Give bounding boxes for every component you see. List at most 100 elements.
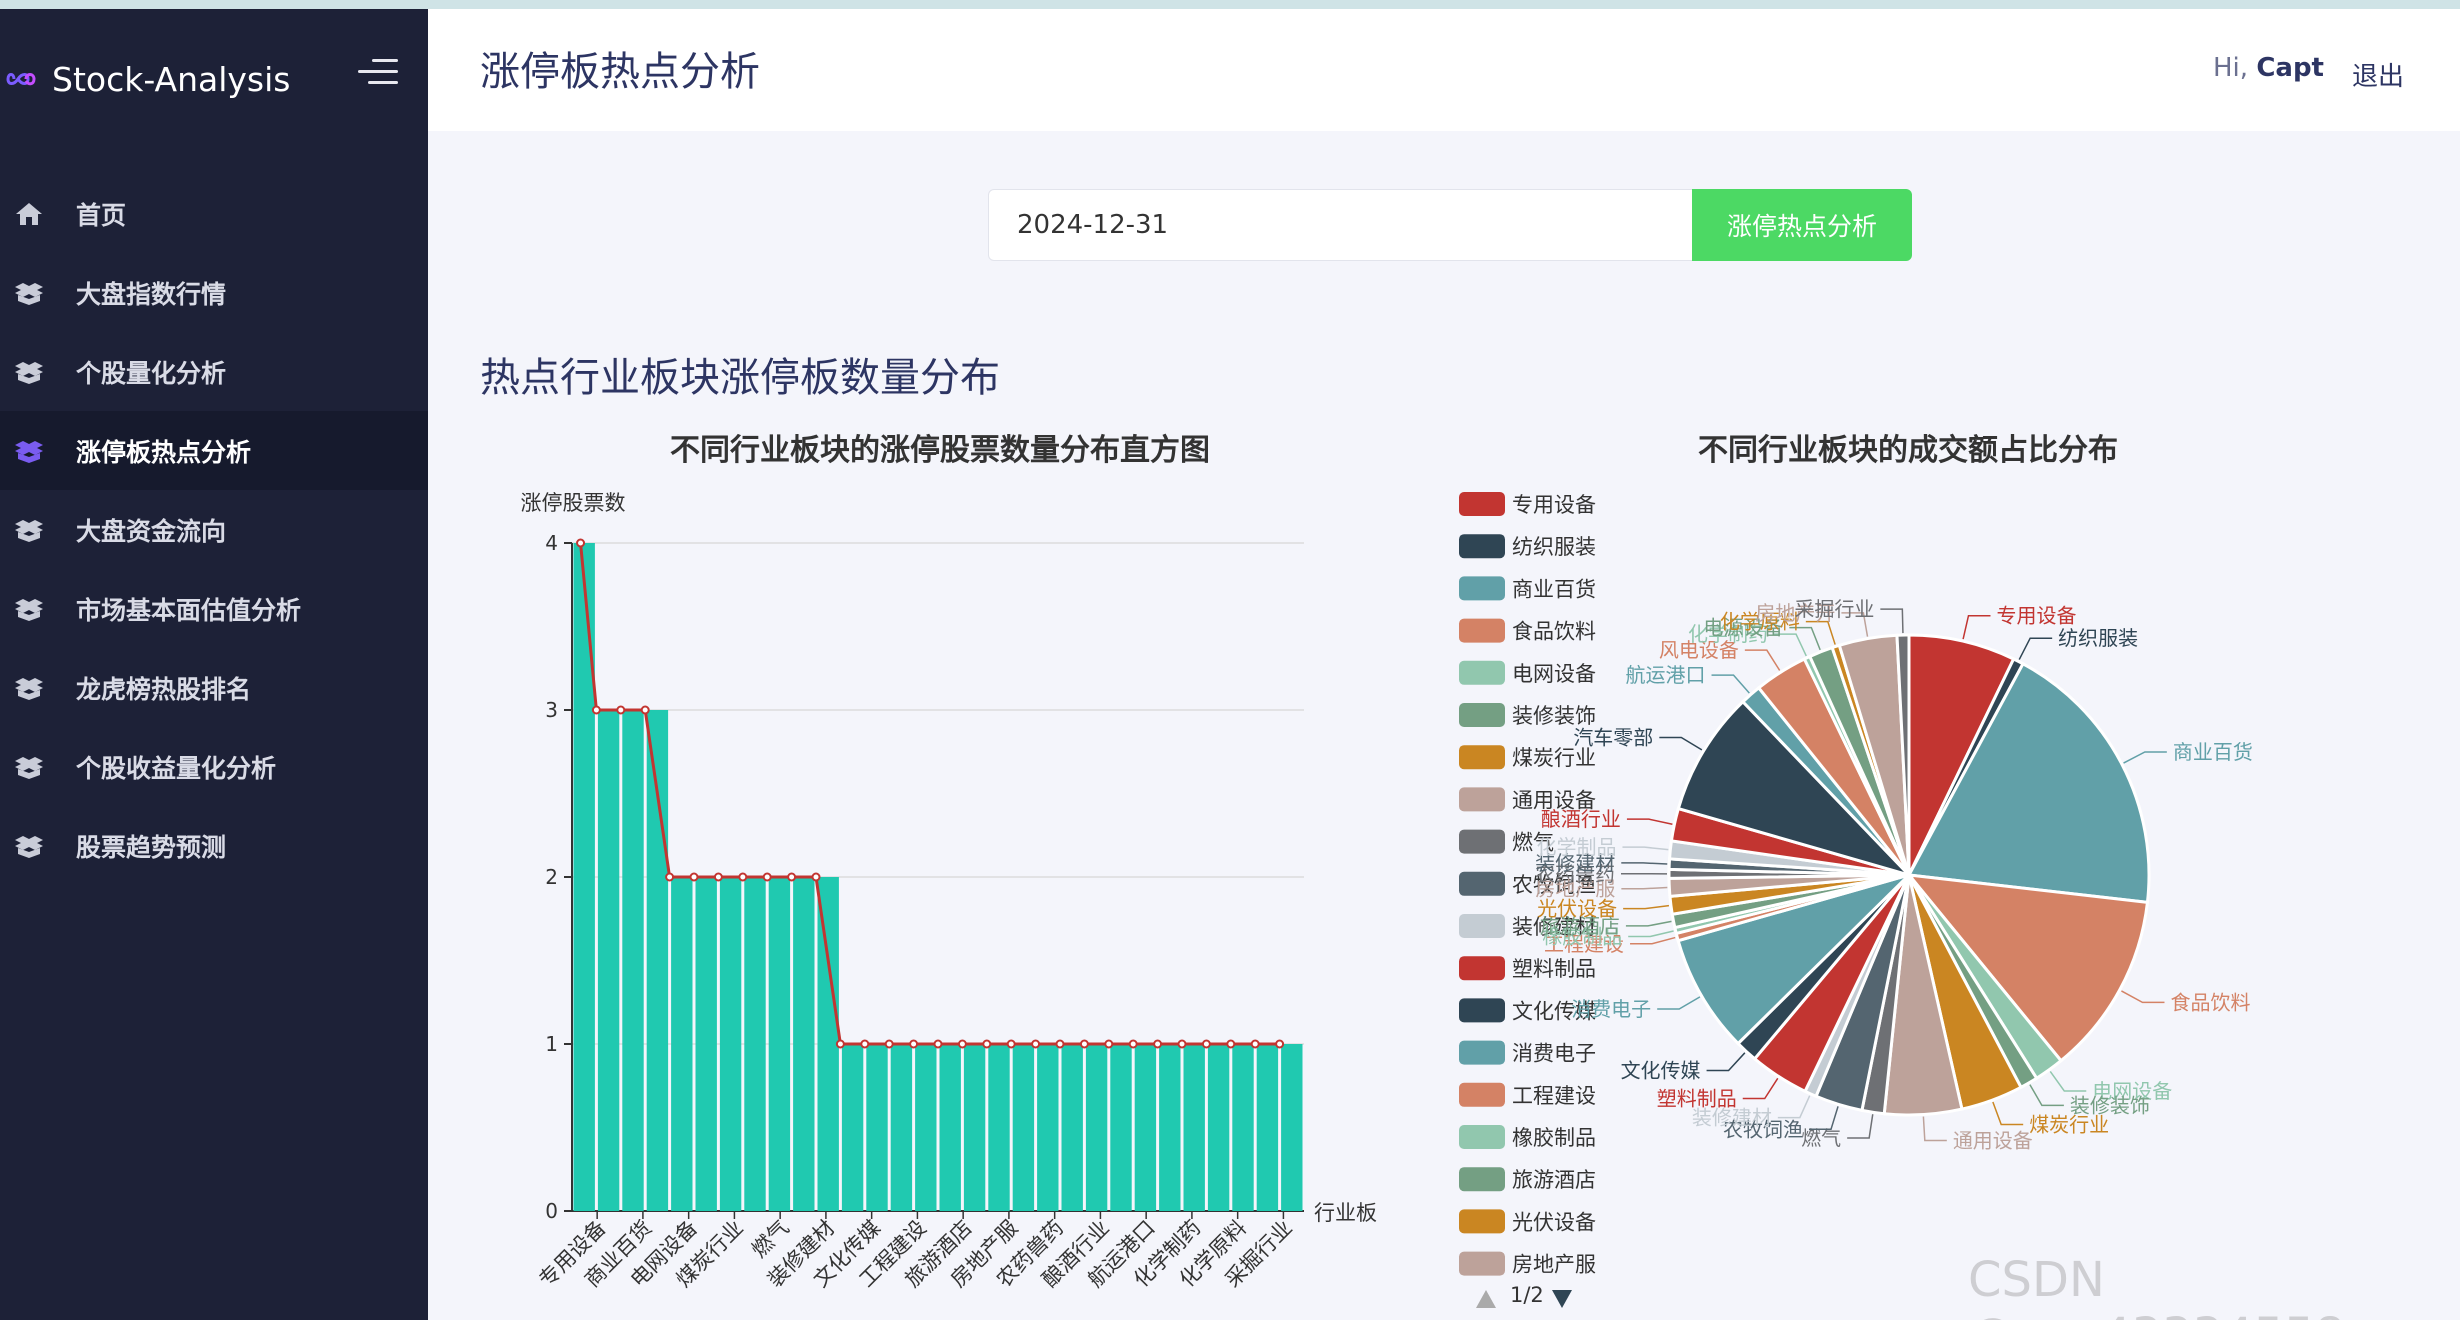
bar[interactable]	[866, 1044, 888, 1211]
legend-label[interactable]: 电网设备	[1512, 662, 1596, 686]
trend-point[interactable]	[738, 872, 748, 882]
legend-label[interactable]: 食品饮料	[1512, 620, 1596, 644]
trend-point[interactable]	[576, 538, 586, 548]
brand[interactable]: Stock-Analysis	[6, 51, 290, 107]
trend-point[interactable]	[713, 872, 723, 882]
trend-point[interactable]	[909, 1039, 919, 1049]
legend-swatch[interactable]	[1459, 956, 1505, 981]
trend-point[interactable]	[591, 705, 601, 715]
bar[interactable]	[1085, 1044, 1108, 1211]
legend-label[interactable]: 光伏设备	[1512, 1210, 1596, 1234]
logout-link[interactable]: 退出	[2352, 62, 2405, 92]
bar[interactable]	[695, 877, 717, 1211]
pie-slice[interactable]	[1906, 661, 2151, 905]
legend-swatch[interactable]	[1459, 998, 1505, 1023]
analyze-button[interactable]: 涨停热点分析	[1692, 189, 1912, 261]
bar[interactable]	[1134, 1044, 1157, 1211]
sidebar-item-0[interactable]: 首页	[0, 174, 428, 253]
trend-point[interactable]	[762, 872, 772, 882]
trend-point[interactable]	[665, 872, 675, 882]
trend-point[interactable]	[1177, 1039, 1187, 1049]
legend-label[interactable]: 工程建设	[1512, 1084, 1596, 1108]
legend-swatch[interactable]	[1459, 871, 1505, 896]
trend-point[interactable]	[616, 705, 626, 715]
legend-swatch[interactable]	[1459, 1125, 1505, 1149]
legend-swatch[interactable]	[1459, 1040, 1505, 1065]
pie-slice[interactable]	[1895, 633, 1911, 876]
legend-label[interactable]: 通用设备	[1512, 788, 1596, 812]
legend-swatch[interactable]	[1459, 1082, 1505, 1107]
bar[interactable]	[719, 877, 742, 1211]
legend-label[interactable]: 文化传媒	[1512, 999, 1596, 1023]
legend-swatch[interactable]	[1459, 660, 1505, 685]
legend-swatch[interactable]	[1459, 703, 1505, 727]
legend-label[interactable]: 塑料制品	[1512, 957, 1596, 981]
trend-point[interactable]	[1250, 1039, 1260, 1049]
legend-label[interactable]: 煤炭行业	[1512, 746, 1596, 770]
bar[interactable]	[622, 710, 644, 1211]
legend-label[interactable]: 农牧饲渔	[1512, 873, 1596, 897]
bar[interactable]	[817, 877, 839, 1211]
sidebar-item-7[interactable]: 个股收益量化分析	[0, 727, 428, 806]
legend-label[interactable]: 纺织服装	[1512, 535, 1596, 559]
legend-label[interactable]: 燃气	[1512, 831, 1554, 855]
bar[interactable]	[768, 877, 791, 1211]
legend-swatch[interactable]	[1459, 1209, 1505, 1234]
bar[interactable]	[915, 1044, 937, 1211]
bar[interactable]	[793, 877, 815, 1211]
bar[interactable]	[1012, 1044, 1035, 1211]
legend-swatch[interactable]	[1459, 914, 1505, 938]
sidebar-item-4[interactable]: 大盘资金流向	[0, 490, 428, 569]
trend-point[interactable]	[860, 1039, 870, 1049]
trend-point[interactable]	[787, 872, 797, 882]
bar[interactable]	[671, 877, 693, 1211]
trend-point[interactable]	[1031, 1039, 1041, 1049]
trend-point[interactable]	[933, 1039, 943, 1049]
legend-label[interactable]: 商业百货	[1512, 577, 1596, 601]
bar[interactable]	[1256, 1044, 1279, 1211]
bar[interactable]	[1159, 1044, 1181, 1211]
legend-swatch[interactable]	[1459, 745, 1505, 770]
legend-label[interactable]: 装修建材	[1512, 915, 1596, 939]
sidebar-item-3[interactable]: 涨停板热点分析	[0, 411, 428, 490]
trend-point[interactable]	[689, 872, 699, 882]
user-name[interactable]: Capt	[2256, 53, 2324, 83]
trend-point[interactable]	[1055, 1039, 1065, 1049]
bar[interactable]	[573, 543, 595, 1211]
bar[interactable]	[988, 1044, 1010, 1211]
legend-label[interactable]: 房地产服	[1512, 1253, 1596, 1277]
legend-swatch[interactable]	[1459, 787, 1505, 812]
trend-point[interactable]	[1275, 1039, 1285, 1049]
trend-point[interactable]	[1079, 1039, 1089, 1049]
legend-swatch[interactable]	[1459, 618, 1505, 643]
bar[interactable]	[1183, 1044, 1205, 1211]
bar[interactable]	[744, 877, 766, 1211]
trend-point[interactable]	[1201, 1039, 1211, 1049]
bar[interactable]	[963, 1044, 986, 1211]
bar[interactable]	[1037, 1044, 1059, 1211]
legend-label[interactable]: 旅游酒店	[1512, 1168, 1596, 1192]
sidebar-item-2[interactable]: 个股量化分析	[0, 332, 428, 411]
bar[interactable]	[841, 1044, 864, 1211]
pie-slice[interactable]	[1676, 873, 1911, 1046]
bar[interactable]	[1281, 1044, 1303, 1211]
legend-label[interactable]: 装修装饰	[1512, 704, 1596, 728]
sidebar-item-6[interactable]: 龙虎榜热股排名	[0, 648, 428, 727]
pie-slice[interactable]	[1905, 873, 2150, 1063]
legend-next-icon[interactable]	[1552, 1290, 1572, 1308]
bar[interactable]	[1061, 1044, 1083, 1211]
pie-slice[interactable]	[1907, 633, 2016, 876]
legend-swatch[interactable]	[1459, 534, 1505, 559]
legend-label[interactable]: 橡胶制品	[1512, 1126, 1596, 1150]
legend-swatch[interactable]	[1459, 492, 1505, 516]
trend-point[interactable]	[982, 1039, 992, 1049]
sidebar-item-8[interactable]: 股票趋势预测	[0, 806, 428, 885]
pie-slice[interactable]	[1676, 699, 1914, 878]
legend-label[interactable]: 专用设备	[1512, 493, 1596, 517]
trend-point[interactable]	[1104, 1039, 1114, 1049]
trend-point[interactable]	[884, 1039, 894, 1049]
trend-point[interactable]	[1226, 1039, 1236, 1049]
trend-point[interactable]	[835, 1039, 845, 1049]
sidebar-item-5[interactable]: 市场基本面估值分析	[0, 569, 428, 648]
date-input[interactable]	[988, 189, 1694, 261]
